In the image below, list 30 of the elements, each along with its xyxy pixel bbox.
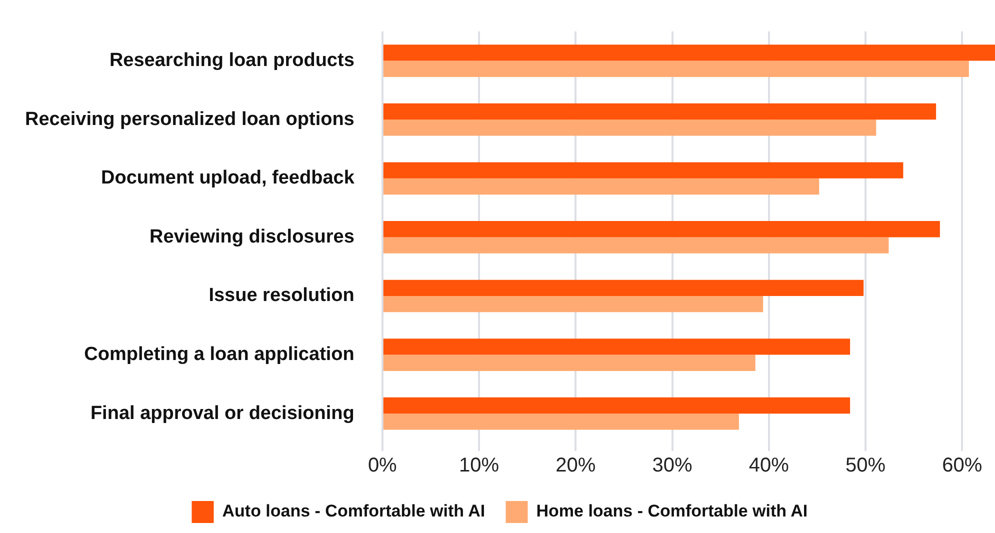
x-tick-label: 50% <box>846 454 886 477</box>
y-tick-label: Final approval or decisioning <box>90 402 354 424</box>
bar <box>383 414 739 430</box>
bar <box>383 103 936 120</box>
bar <box>383 221 940 238</box>
bar <box>383 397 850 414</box>
y-tick-label: Receiving personalized loan options <box>24 108 354 130</box>
bar <box>383 338 850 355</box>
legend-label: Home loans - Comfortable with AI <box>536 502 808 521</box>
x-tick-label: 0% <box>368 454 398 477</box>
x-tick-label: 30% <box>652 454 692 477</box>
bar <box>383 178 820 195</box>
bar <box>383 44 995 61</box>
bar <box>383 162 904 178</box>
y-tick-label: Reviewing disclosures <box>150 226 354 248</box>
y-tick-label: Completing a loan application <box>84 344 354 366</box>
bar <box>383 296 764 312</box>
bar <box>383 237 889 254</box>
bar <box>383 120 876 136</box>
bar <box>383 60 969 77</box>
y-tick-label: Issue resolution <box>208 285 354 306</box>
y-tick-label: Researching loan products <box>109 50 354 72</box>
legend-label: Auto loans - Comfortable with AI <box>222 502 486 521</box>
x-tick-label: 10% <box>459 454 500 477</box>
bar <box>383 354 756 371</box>
y-tick-label: Document upload, feedback <box>101 168 355 189</box>
x-tick-label: 20% <box>556 454 596 477</box>
bar <box>383 280 864 296</box>
x-tick-label: 60% <box>942 454 982 477</box>
x-tick-label: 40% <box>748 454 790 477</box>
